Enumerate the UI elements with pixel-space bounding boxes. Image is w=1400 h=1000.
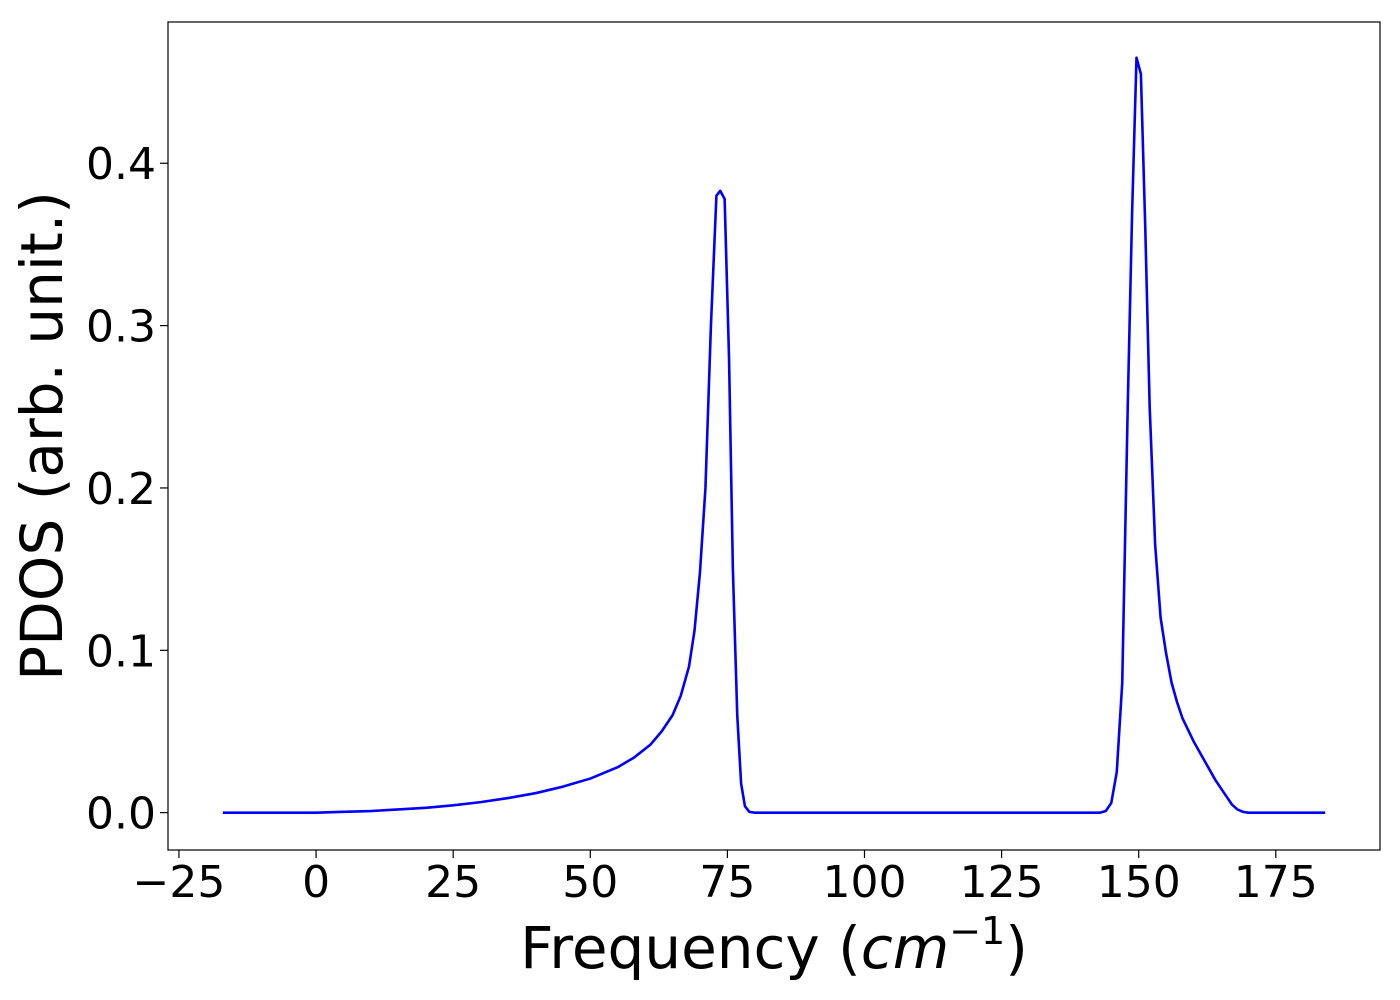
- x-axis-label-close: ): [1005, 914, 1028, 982]
- y-axis-ticks: 0.0 0.1 0.2 0.3 0.4: [86, 139, 168, 840]
- plot-area: [167, 21, 1381, 851]
- x-tick-label: 75: [699, 857, 755, 908]
- x-tick-label: 175: [1234, 857, 1318, 908]
- x-axis-label-exponent: −1: [949, 909, 1005, 953]
- plot-frame: [167, 21, 1381, 851]
- x-axis-label: Frequency (cm−1): [520, 909, 1028, 982]
- y-tick-label: 0.2: [86, 464, 156, 515]
- x-axis-ticks: −25 0 25 50 75 100 125 150 175: [133, 850, 1318, 908]
- x-tick-label: 100: [822, 857, 906, 908]
- y-tick-label: 0.4: [86, 139, 156, 190]
- x-tick-label: −25: [133, 857, 226, 908]
- x-tick-label: 50: [562, 857, 618, 908]
- x-tick-label: 150: [1097, 857, 1181, 908]
- x-tick-label: 125: [960, 857, 1044, 908]
- y-tick-label: 0.0: [86, 789, 156, 840]
- pdos-series-line: [222, 56, 1326, 814]
- y-tick-label: 0.1: [86, 626, 156, 677]
- x-tick-label: 0: [302, 857, 330, 908]
- y-tick-label: 0.3: [86, 302, 156, 353]
- x-axis-label-unit: cm: [861, 914, 949, 982]
- y-axis-label: PDOS (arb. unit.): [8, 191, 76, 681]
- x-tick-label: 25: [425, 857, 481, 908]
